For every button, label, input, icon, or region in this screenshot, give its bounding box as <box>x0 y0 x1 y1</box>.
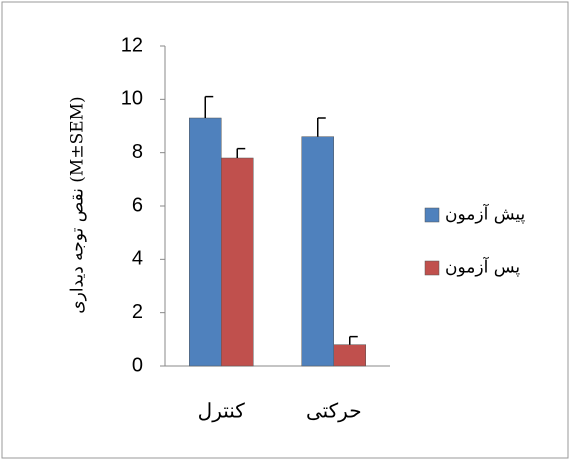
error-bar <box>349 335 358 345</box>
y-axis-label: نقص توجه دیداری (M±SEM) <box>68 96 88 313</box>
y-tick-label: 6 <box>132 194 143 216</box>
x-tick-label: حرکتی <box>306 399 362 423</box>
legend-label: پیش آزمون <box>445 203 526 225</box>
frame <box>1 1 569 459</box>
bar <box>301 136 334 367</box>
bar <box>189 117 222 367</box>
legend-swatch <box>424 207 440 223</box>
y-tick-label: 10 <box>121 88 143 110</box>
y-tick-label: 12 <box>121 34 143 56</box>
bar <box>221 157 254 367</box>
y-tick-label: 8 <box>132 141 143 163</box>
x-tick-label: کنترل <box>198 399 246 423</box>
y-tick-label: 2 <box>132 301 143 323</box>
y-tick-label: 4 <box>132 248 143 270</box>
error-bar <box>317 117 326 137</box>
legend-label: پس آزمون <box>445 256 520 278</box>
error-bar <box>236 147 246 158</box>
legend-swatch <box>424 260 440 276</box>
error-bar <box>204 95 214 118</box>
y-tick-label: 0 <box>132 354 143 376</box>
bar <box>333 344 366 367</box>
